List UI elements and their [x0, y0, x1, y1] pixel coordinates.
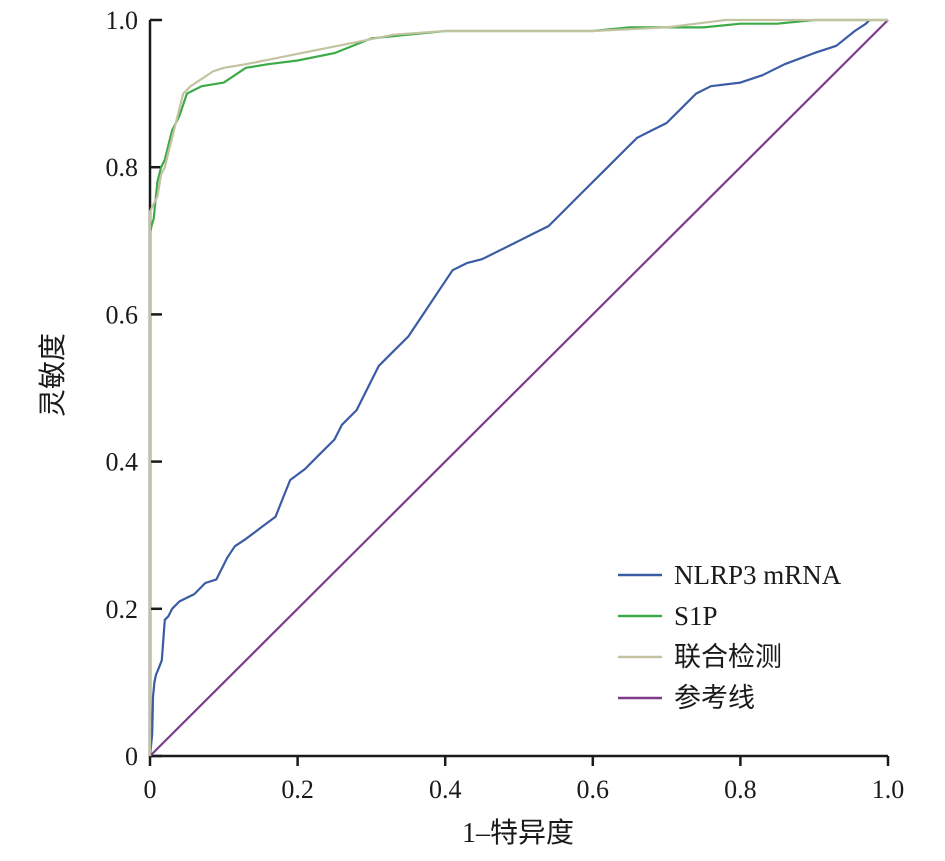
y-tick-label: 0 [125, 742, 138, 771]
series-lines [148, 18, 889, 757]
series-line-3 [149, 19, 889, 757]
x-axis-title: 1–特异度 [462, 817, 574, 849]
y-tick-label: 0.2 [106, 595, 139, 624]
legend-label: S1P [674, 601, 718, 631]
legend-label: 参考线 [674, 683, 755, 713]
axes: 00 0.2 0.2 0.4 0.4 0.6 0.6 0.8 0.8 1.0 1.0 [106, 6, 905, 804]
y-axis-title: 灵敏度 [37, 333, 69, 417]
y-tick-label: 0.6 [106, 300, 139, 329]
x-tick-label: 1.0 [872, 775, 905, 804]
x-tick-label: 0.4 [429, 775, 462, 804]
series-line-1 [148, 18, 888, 234]
x-tick-label: 0.6 [577, 775, 610, 804]
series-line-2 [148, 18, 888, 756]
y-tick-label: 0.8 [106, 153, 139, 182]
x-tick-label: 0 [144, 775, 157, 804]
legend-label: NLRP3 mRNA [674, 560, 842, 590]
y-tick-label: 1.0 [106, 6, 139, 35]
series-line-0 [148, 19, 871, 757]
x-tick-label: 0.2 [281, 775, 314, 804]
y-tick-label: 0.4 [106, 448, 139, 477]
x-tick-label: 0.8 [724, 775, 757, 804]
legend-label: 联合检测 [674, 642, 782, 672]
